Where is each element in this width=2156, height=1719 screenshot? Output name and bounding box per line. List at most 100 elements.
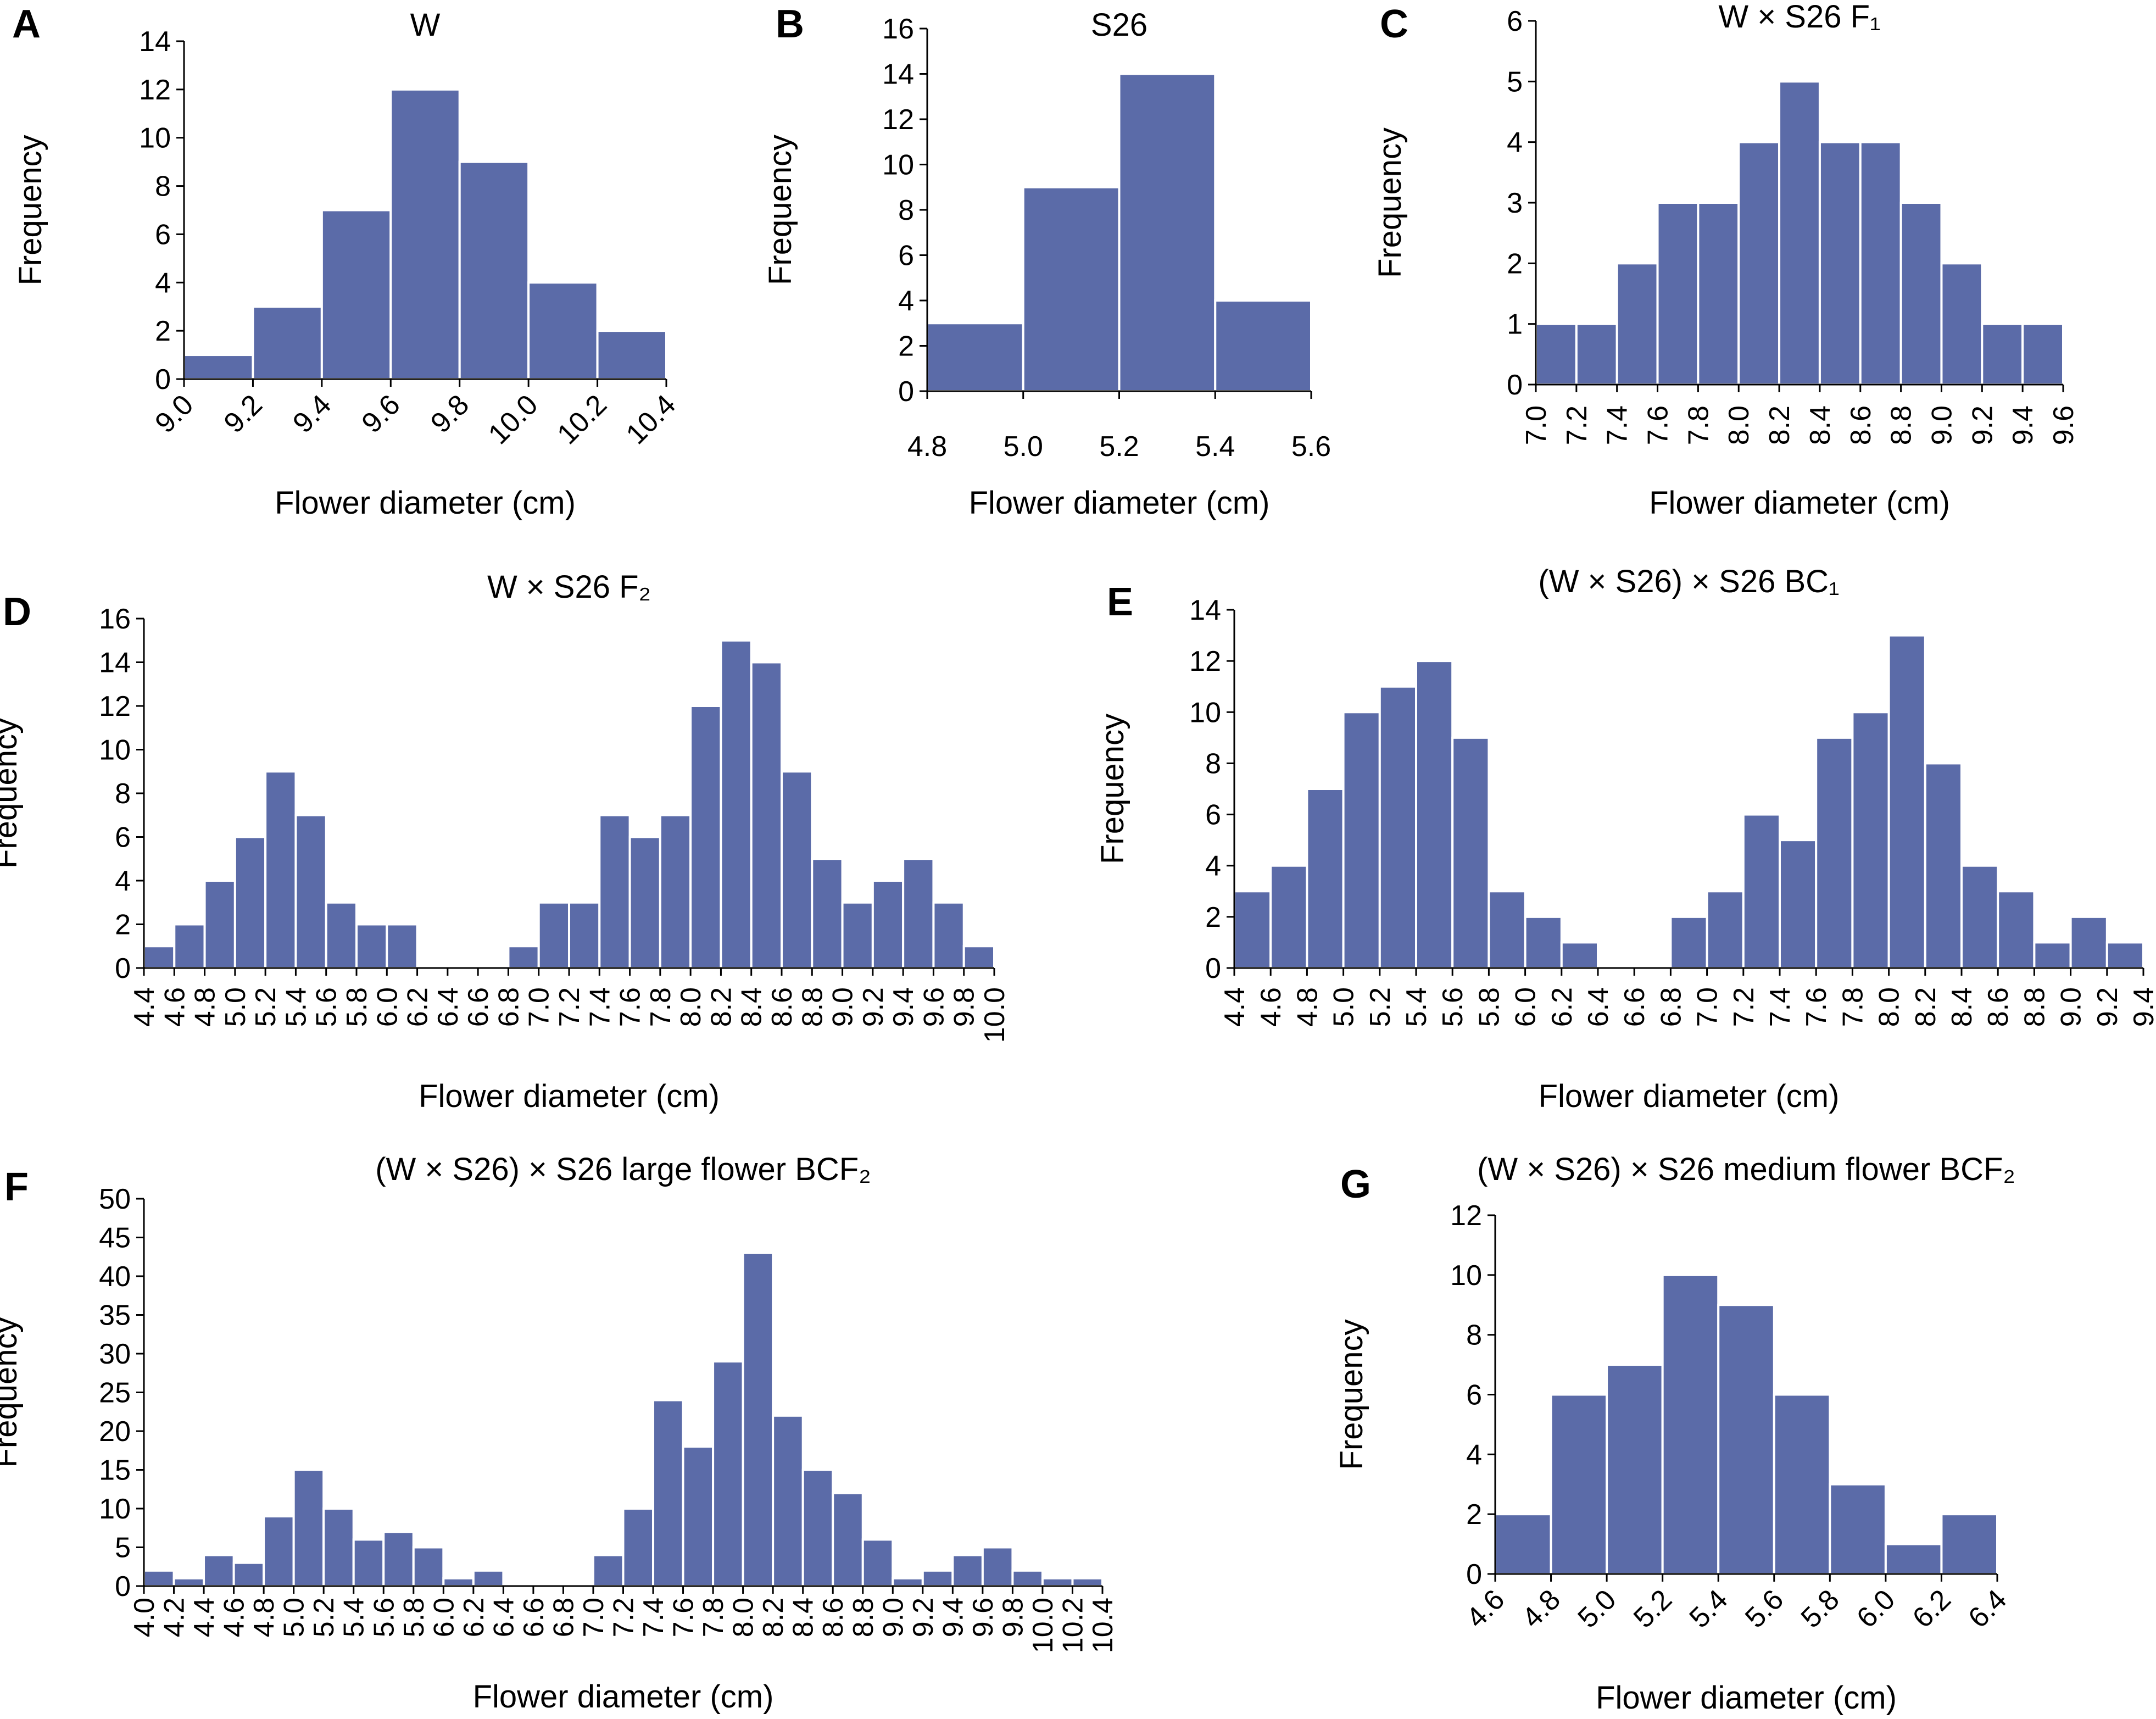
bar-d-4 bbox=[264, 770, 297, 969]
bar-d-26 bbox=[932, 901, 965, 969]
x-tick-label-c-2: 7.4 bbox=[1602, 405, 1634, 445]
bar-f-2 bbox=[203, 1554, 235, 1588]
y-tick-label-b-1: 2 bbox=[898, 331, 914, 363]
y-tick-label-d-8: 16 bbox=[99, 603, 131, 635]
x-tick-label-c-3: 7.6 bbox=[1642, 405, 1674, 445]
bar-e-15 bbox=[1779, 839, 1818, 969]
y-axis-label-a: Frequency bbox=[13, 135, 48, 285]
x-tick-label-e-15: 7.4 bbox=[1764, 987, 1796, 1027]
bar-d-17 bbox=[659, 814, 692, 969]
x-tick-label-b-2: 5.2 bbox=[1099, 431, 1139, 463]
y-tick-label-f-1: 5 bbox=[115, 1532, 131, 1564]
x-tick-label-e-18: 8.0 bbox=[1874, 987, 1906, 1027]
x-tick-label-c-12: 9.4 bbox=[2007, 405, 2039, 445]
x-tick-label-e-9: 6.2 bbox=[1546, 987, 1578, 1027]
bar-g-7 bbox=[1884, 1543, 1943, 1575]
panel-d: 0 2 4 6 8 10 12 14 16 4.44.64.85.05.25.45.65.86.0… bbox=[0, 569, 1011, 1114]
x-tick-label-f-10: 6.0 bbox=[428, 1598, 460, 1637]
y-tick-label-a-6: 12 bbox=[139, 74, 171, 106]
y-tick-label-b-7: 14 bbox=[882, 59, 914, 91]
y-tick-label-e-4: 8 bbox=[1205, 748, 1221, 780]
bar-f-30 bbox=[1041, 1577, 1074, 1587]
bar-d-12 bbox=[507, 945, 540, 969]
x-tick-label-e-20: 8.4 bbox=[1946, 987, 1978, 1027]
x-tick-label-f-5: 5.0 bbox=[278, 1598, 310, 1637]
y-tick-label-d-5: 10 bbox=[99, 735, 131, 766]
bar-g-2 bbox=[1606, 1364, 1664, 1575]
bar-e-12 bbox=[1669, 915, 1708, 970]
x-tick-label-d-20: 8.4 bbox=[736, 987, 768, 1027]
x-axis-label-a: Flower diameter (cm) bbox=[275, 485, 576, 521]
bar-d-22 bbox=[811, 858, 844, 969]
x-tick-label-d-6: 5.6 bbox=[311, 987, 343, 1027]
x-tick-label-d-9: 6.2 bbox=[402, 987, 434, 1027]
x-tick-label-e-23: 9.0 bbox=[2055, 987, 2087, 1027]
bar-e-17 bbox=[1851, 711, 1890, 970]
x-tick-label-d-24: 9.2 bbox=[857, 987, 889, 1027]
bar-e-6 bbox=[1451, 736, 1490, 970]
x-axis-label-f: Flower diameter (cm) bbox=[473, 1679, 774, 1715]
x-tick-label-d-3: 5.0 bbox=[220, 987, 252, 1027]
x-tick-label-f-19: 7.8 bbox=[698, 1598, 729, 1637]
bar-d-2 bbox=[203, 880, 236, 969]
y-tick-label-e-5: 10 bbox=[1189, 697, 1221, 728]
x-tick-label-f-17: 7.4 bbox=[638, 1598, 670, 1637]
chart-title-c: W × S26 F₁ bbox=[1718, 0, 1880, 35]
x-tick-label-f-12: 6.4 bbox=[488, 1598, 520, 1637]
x-tick-label-f-24: 8.8 bbox=[848, 1598, 879, 1637]
bar-g-5 bbox=[1773, 1393, 1831, 1575]
panel-letter-b: B bbox=[776, 2, 804, 46]
bar-c-3 bbox=[1656, 202, 1700, 386]
bar-f-20 bbox=[742, 1251, 775, 1587]
x-tick-label-d-18: 8.0 bbox=[675, 987, 707, 1027]
chart-title-e: (W × S26) × S26 BC₁ bbox=[1538, 564, 1839, 599]
y-tick-label-a-3: 6 bbox=[155, 219, 171, 251]
y-tick-label-g-0: 0 bbox=[1466, 1559, 1482, 1590]
x-tick-label-d-28: 10.0 bbox=[979, 987, 1011, 1043]
x-tick-label-e-24: 9.2 bbox=[2092, 987, 2124, 1027]
bar-d-24 bbox=[871, 880, 905, 969]
bar-f-0 bbox=[143, 1569, 175, 1588]
bar-a-5 bbox=[527, 281, 599, 380]
bar-f-22 bbox=[801, 1468, 834, 1587]
y-tick-label-f-9: 45 bbox=[99, 1222, 131, 1254]
x-tick-label-d-26: 9.6 bbox=[918, 987, 950, 1027]
y-tick-label-b-3: 6 bbox=[898, 240, 914, 272]
bar-e-3 bbox=[1342, 711, 1381, 970]
y-axis-label-b: Frequency bbox=[762, 135, 798, 285]
y-tick-label-b-2: 4 bbox=[898, 285, 914, 317]
bar-f-9 bbox=[412, 1546, 445, 1587]
x-tick-label-f-2: 4.4 bbox=[188, 1598, 220, 1637]
x-tick-label-f-30: 10.0 bbox=[1027, 1598, 1059, 1653]
bar-c-11 bbox=[1981, 322, 2024, 386]
chart-title-g: (W × S26) × S26 medium flower BCF₂ bbox=[1477, 1151, 2015, 1187]
x-tick-label-f-25: 9.0 bbox=[877, 1598, 909, 1637]
x-tick-label-f-7: 5.4 bbox=[338, 1598, 370, 1637]
x-tick-label-f-11: 6.2 bbox=[458, 1598, 490, 1637]
x-tick-label-f-13: 6.6 bbox=[518, 1598, 550, 1637]
x-tick-label-d-10: 6.4 bbox=[432, 987, 464, 1027]
x-axis-label-c: Flower diameter (cm) bbox=[1649, 485, 1950, 521]
y-tick-label-e-7: 14 bbox=[1189, 594, 1221, 626]
x-tick-label-c-6: 8.2 bbox=[1764, 405, 1796, 445]
bar-d-0 bbox=[143, 945, 176, 969]
x-tick-label-f-32: 10.4 bbox=[1087, 1598, 1119, 1653]
bar-f-31 bbox=[1071, 1577, 1104, 1587]
y-tick-label-g-4: 8 bbox=[1466, 1320, 1482, 1351]
bar-f-24 bbox=[861, 1538, 894, 1587]
x-tick-label-d-8: 6.0 bbox=[371, 987, 403, 1027]
bar-b-3 bbox=[1214, 299, 1312, 392]
y-tick-label-c-0: 0 bbox=[1507, 369, 1523, 401]
x-axis-label-g: Flower diameter (cm) bbox=[1596, 1680, 1897, 1716]
y-tick-label-f-3: 15 bbox=[99, 1455, 131, 1487]
bar-g-4 bbox=[1717, 1304, 1775, 1575]
y-axis-label-f: Frequency bbox=[0, 1317, 24, 1467]
y-tick-label-c-1: 1 bbox=[1507, 309, 1523, 341]
chart-title-d: W × S26 F₂ bbox=[487, 569, 651, 605]
bar-f-8 bbox=[382, 1531, 415, 1588]
y-tick-label-a-2: 4 bbox=[155, 267, 171, 299]
y-axis-label-e: Frequency bbox=[1095, 714, 1130, 864]
bar-f-5 bbox=[292, 1468, 325, 1587]
bar-f-15 bbox=[592, 1554, 625, 1588]
